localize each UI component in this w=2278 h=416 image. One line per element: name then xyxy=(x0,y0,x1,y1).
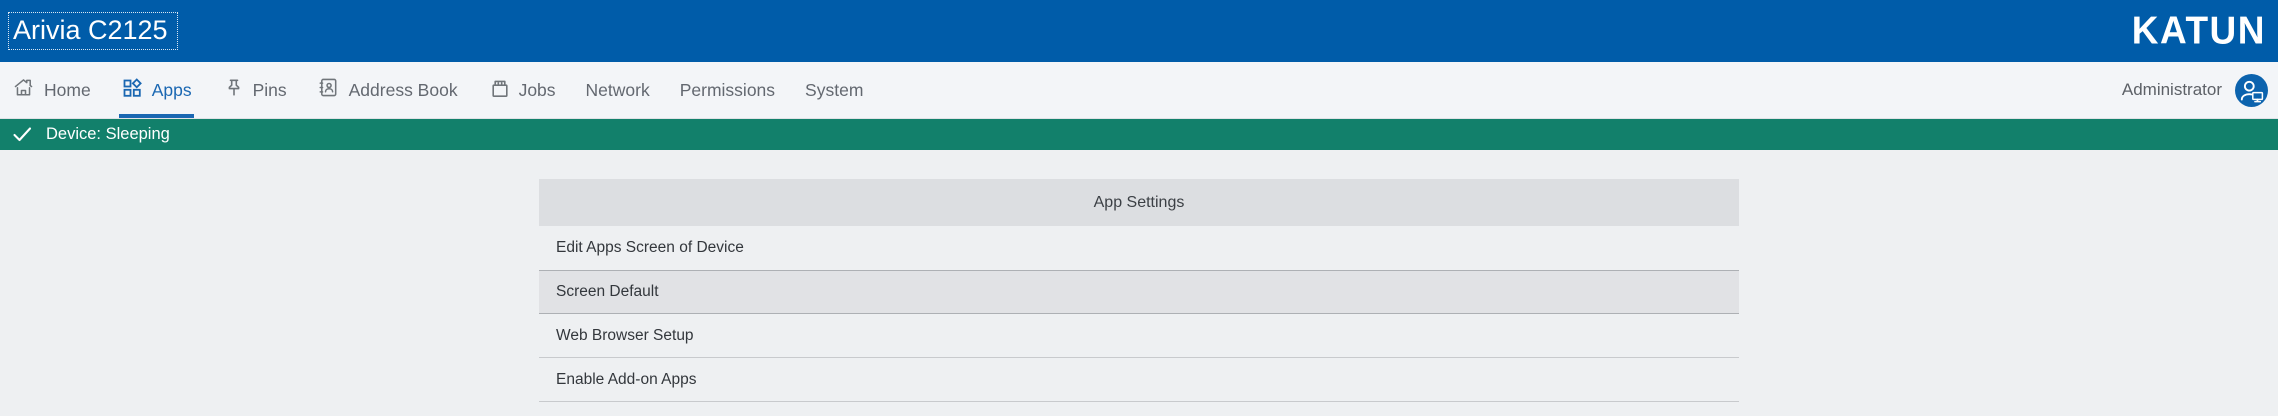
row-enable-addon-apps[interactable]: Enable Add-on Apps xyxy=(539,358,1739,402)
nav-item-apps[interactable]: Apps xyxy=(118,62,194,118)
admin-avatar-icon[interactable] xyxy=(2235,73,2268,107)
nav-item-home[interactable]: Home xyxy=(12,62,91,118)
main-nav-bar: Home Apps Pins xyxy=(0,62,2278,119)
row-screen-default[interactable]: Screen Default xyxy=(539,270,1739,314)
row-web-browser-setup[interactable]: Web Browser Setup xyxy=(539,314,1739,358)
app-settings-panel: App Settings Edit Apps Screen of Device … xyxy=(539,179,1739,402)
device-status-text: Device: Sleeping xyxy=(46,125,170,143)
top-header-bar: Arivia C2125 KATUN xyxy=(0,0,2278,62)
row-label: Edit Apps Screen of Device xyxy=(556,239,744,256)
katun-brand-logo: KATUN xyxy=(2131,9,2266,52)
nav-item-label: Address Book xyxy=(348,79,458,100)
device-name-link[interactable]: Arivia C2125 xyxy=(8,12,178,50)
address-book-icon xyxy=(317,76,340,104)
nav-item-label: Permissions xyxy=(679,79,776,100)
pin-icon xyxy=(222,77,244,104)
nav-item-jobs[interactable]: Jobs xyxy=(488,62,556,118)
nav-item-label: Pins xyxy=(252,79,287,100)
row-label: Web Browser Setup xyxy=(556,326,694,344)
nav-item-system[interactable]: System xyxy=(805,62,863,118)
nav-user-area: Administrator xyxy=(2122,62,2268,118)
nav-item-label: Jobs xyxy=(518,79,556,100)
nav-item-label: System xyxy=(805,79,864,100)
nav-item-permissions[interactable]: Permissions xyxy=(680,62,775,118)
nav-item-label: Network xyxy=(585,79,650,100)
logged-in-user-label: Administrator xyxy=(2121,80,2222,99)
row-label: Enable Add-on Apps xyxy=(556,370,697,388)
row-edit-apps-screen[interactable]: Edit Apps Screen of Device xyxy=(539,226,1739,270)
apps-grid-icon xyxy=(121,77,143,104)
row-label: Screen Default xyxy=(556,283,659,300)
panel-title: App Settings xyxy=(539,179,1739,226)
check-icon xyxy=(13,127,32,142)
home-icon xyxy=(12,76,35,104)
device-status-bar: Device: Sleeping xyxy=(0,119,2278,150)
nav-item-label: Home xyxy=(44,79,91,100)
nav-item-label: Apps xyxy=(151,79,192,100)
nav-item-pins[interactable]: Pins xyxy=(222,62,287,118)
nav-item-network[interactable]: Network xyxy=(586,62,650,118)
jobs-icon xyxy=(488,77,510,104)
nav-item-address-book[interactable]: Address Book xyxy=(317,62,458,118)
